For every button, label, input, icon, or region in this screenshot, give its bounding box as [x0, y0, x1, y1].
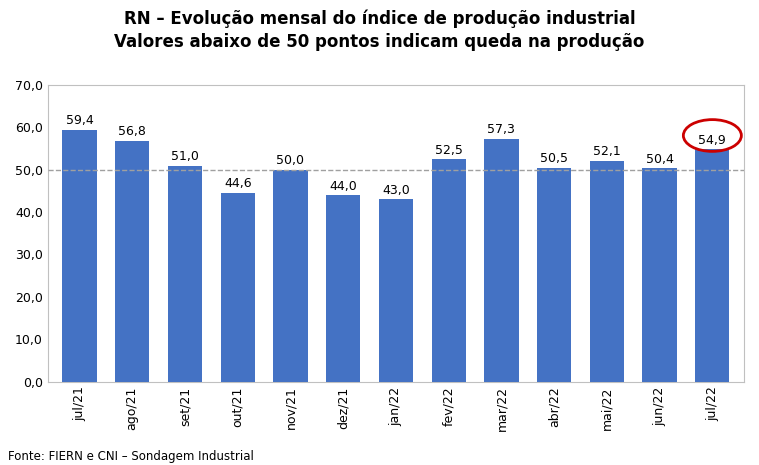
- Text: Fonte: FIERN e CNI – Sondagem Industrial: Fonte: FIERN e CNI – Sondagem Industrial: [8, 450, 254, 463]
- Text: 50,5: 50,5: [540, 152, 568, 165]
- Bar: [168, 166, 202, 382]
- Text: 52,5: 52,5: [435, 144, 462, 157]
- Bar: [695, 149, 729, 382]
- Bar: [537, 168, 572, 382]
- Text: 51,0: 51,0: [171, 150, 199, 163]
- Bar: [590, 161, 624, 382]
- Text: RN – Evolução mensal do índice de produção industrial
Valores abaixo de 50 ponto: RN – Evolução mensal do índice de produç…: [115, 9, 644, 52]
- Text: 43,0: 43,0: [382, 184, 410, 197]
- Bar: [484, 139, 518, 382]
- Text: 52,1: 52,1: [593, 146, 621, 159]
- Bar: [432, 159, 466, 382]
- Text: 50,0: 50,0: [276, 154, 304, 167]
- Bar: [379, 199, 413, 382]
- Bar: [273, 170, 307, 382]
- Text: 54,9: 54,9: [698, 133, 726, 146]
- Text: 56,8: 56,8: [118, 126, 146, 139]
- Bar: [62, 130, 96, 382]
- Text: 59,4: 59,4: [65, 114, 93, 127]
- Bar: [221, 193, 255, 382]
- Text: 44,0: 44,0: [329, 179, 357, 193]
- Bar: [326, 195, 361, 382]
- Bar: [115, 141, 150, 382]
- Text: 44,6: 44,6: [224, 177, 251, 190]
- Bar: [642, 168, 677, 382]
- Text: 50,4: 50,4: [646, 153, 673, 166]
- Text: 57,3: 57,3: [487, 123, 515, 136]
